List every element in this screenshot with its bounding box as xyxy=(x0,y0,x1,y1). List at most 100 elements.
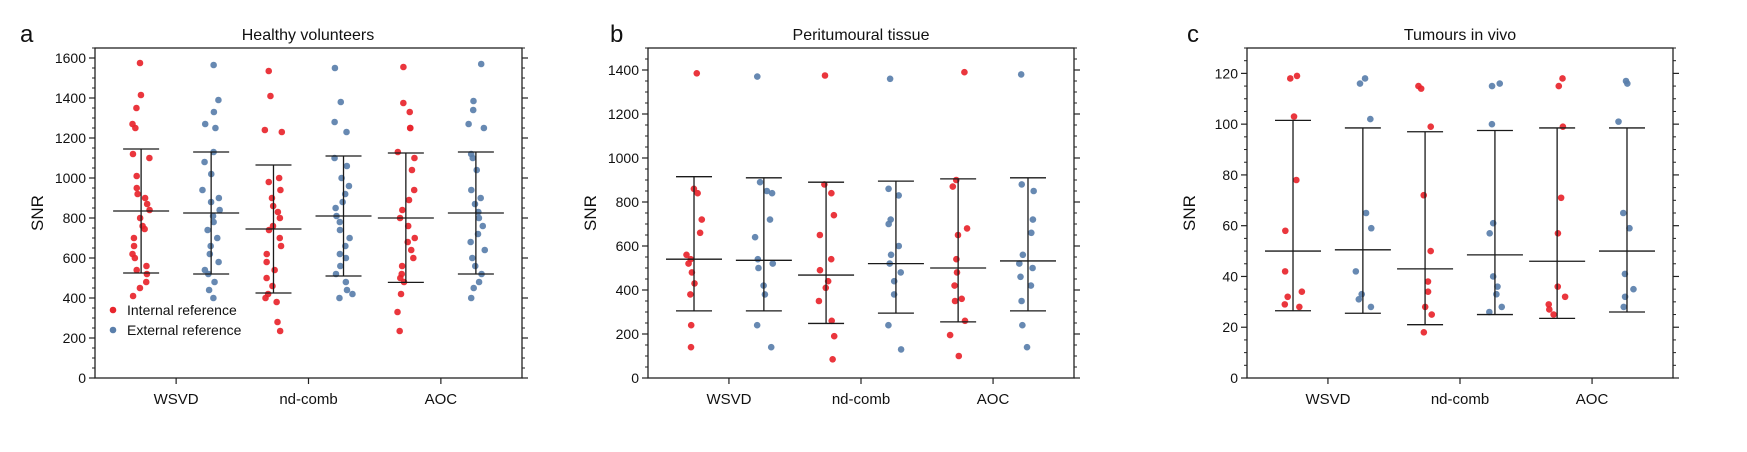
data-point xyxy=(268,194,276,202)
data-point xyxy=(404,222,412,230)
data-point xyxy=(468,186,475,194)
data-point xyxy=(1545,306,1553,313)
data-point xyxy=(136,284,144,292)
data-point xyxy=(345,182,353,190)
data-point xyxy=(961,68,968,76)
data-point xyxy=(216,206,223,214)
data-point xyxy=(262,294,269,302)
data-point xyxy=(265,226,273,234)
data-point xyxy=(1355,296,1363,303)
legend-label: External reference xyxy=(127,322,242,338)
panel-label: a xyxy=(20,21,34,48)
data-point xyxy=(278,128,286,136)
data-point xyxy=(1367,303,1375,311)
data-point xyxy=(274,208,282,216)
y-axis-label: SNR xyxy=(1180,195,1199,231)
data-point xyxy=(475,214,483,222)
data-point xyxy=(885,321,892,329)
chart-title: Peritumoural tissue xyxy=(793,27,930,44)
data-point xyxy=(886,75,894,83)
y-tick-label: 1600 xyxy=(55,50,86,66)
y-tick-label: 100 xyxy=(1215,116,1239,132)
chart-panel-a: a Healthy volunteers SNR 0 200 400 600 800 1000 1… xyxy=(20,21,528,408)
data-point xyxy=(1496,80,1504,87)
data-point xyxy=(1545,301,1553,308)
data-point xyxy=(477,60,485,68)
data-point xyxy=(1017,273,1024,281)
data-point xyxy=(753,321,761,329)
x-tick-label: WSVD xyxy=(1305,391,1350,408)
data-point xyxy=(343,128,350,136)
data-point xyxy=(331,118,338,126)
data-point xyxy=(949,183,957,190)
data-point xyxy=(761,291,769,298)
data-point xyxy=(477,194,484,202)
data-point xyxy=(1486,308,1493,316)
y-axis-label: SNR xyxy=(28,195,47,231)
data-point xyxy=(1420,329,1428,336)
data-point xyxy=(467,294,475,302)
data-point xyxy=(1019,251,1027,259)
data-point xyxy=(1356,80,1364,87)
data-point xyxy=(1555,82,1563,90)
y-axis-label: SNR xyxy=(581,195,600,231)
chart-panel-c: c Tumours in vivo SNR 0 20 40 60 80 100 120 WSVD nd… xyxy=(1180,21,1679,408)
chart-panel-b: b Peritumoural tissue SNR 0 200 400 600 800 1000… xyxy=(581,21,1080,408)
data-point xyxy=(265,178,273,186)
data-point xyxy=(753,73,761,80)
data-point xyxy=(337,262,344,270)
data-point xyxy=(143,200,151,208)
legend-label: Internal reference xyxy=(127,302,237,318)
data-point xyxy=(685,260,692,267)
data-point xyxy=(1367,115,1374,123)
data-point xyxy=(261,126,269,134)
data-point xyxy=(1498,303,1506,311)
data-point xyxy=(336,226,344,234)
data-point xyxy=(751,233,759,241)
data-point xyxy=(1296,303,1303,311)
data-point xyxy=(683,251,690,259)
data-point xyxy=(394,148,402,156)
data-point xyxy=(821,72,829,79)
data-point xyxy=(399,206,406,214)
data-point xyxy=(897,346,905,353)
data-point xyxy=(1424,288,1432,295)
data-point xyxy=(1018,181,1026,188)
data-point xyxy=(407,124,414,132)
panel-label: c xyxy=(1187,21,1199,48)
data-point xyxy=(469,106,477,114)
data-point xyxy=(410,254,417,262)
data-point xyxy=(142,278,150,286)
data-point xyxy=(693,70,701,77)
data-point xyxy=(210,294,217,302)
data-point xyxy=(400,63,407,71)
data-point xyxy=(473,166,481,174)
data-point xyxy=(406,108,414,116)
data-point xyxy=(815,297,823,305)
y-tick-label: 1200 xyxy=(55,130,86,146)
data-point xyxy=(265,67,273,75)
data-point xyxy=(1286,75,1294,82)
data-point xyxy=(470,97,477,105)
data-point xyxy=(1281,301,1289,308)
data-point xyxy=(885,185,892,193)
data-point xyxy=(1298,288,1306,295)
data-point xyxy=(465,120,472,128)
data-point xyxy=(215,96,222,104)
data-point xyxy=(768,189,776,197)
data-point xyxy=(336,218,344,226)
data-point xyxy=(337,98,345,106)
data-point xyxy=(885,220,892,228)
y-tick-label: 400 xyxy=(63,290,87,306)
data-point xyxy=(1420,191,1428,199)
data-point xyxy=(212,124,219,132)
data-point xyxy=(398,262,406,270)
x-tick-label: WSVD xyxy=(154,391,199,408)
data-point xyxy=(469,154,477,162)
y-tick-label: 120 xyxy=(1215,65,1239,81)
data-point xyxy=(897,269,905,276)
data-point xyxy=(133,184,141,192)
data-point xyxy=(276,214,284,222)
data-point xyxy=(829,356,836,363)
